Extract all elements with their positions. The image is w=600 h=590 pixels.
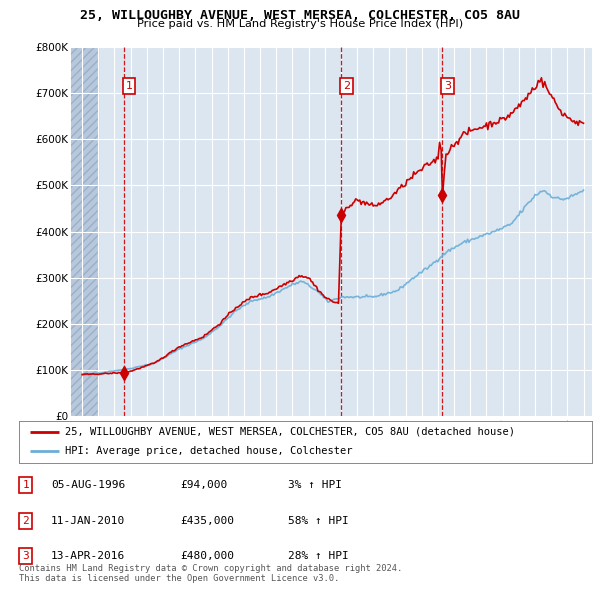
Text: 2: 2 xyxy=(343,81,350,91)
Text: 25, WILLOUGHBY AVENUE, WEST MERSEA, COLCHESTER, CO5 8AU (detached house): 25, WILLOUGHBY AVENUE, WEST MERSEA, COLC… xyxy=(65,427,515,437)
Text: 1: 1 xyxy=(125,81,133,91)
Text: 05-AUG-1996: 05-AUG-1996 xyxy=(51,480,125,490)
Text: HPI: Average price, detached house, Colchester: HPI: Average price, detached house, Colc… xyxy=(65,446,353,456)
Bar xyxy=(71,47,98,416)
Bar xyxy=(71,47,98,416)
Text: £480,000: £480,000 xyxy=(180,552,234,561)
Text: 58% ↑ HPI: 58% ↑ HPI xyxy=(288,516,349,526)
Text: 1: 1 xyxy=(22,480,29,490)
Text: 11-JAN-2010: 11-JAN-2010 xyxy=(51,516,125,526)
Text: Price paid vs. HM Land Registry's House Price Index (HPI): Price paid vs. HM Land Registry's House … xyxy=(137,19,463,30)
Text: 3% ↑ HPI: 3% ↑ HPI xyxy=(288,480,342,490)
Text: Contains HM Land Registry data © Crown copyright and database right 2024.
This d: Contains HM Land Registry data © Crown c… xyxy=(19,563,403,583)
Text: 25, WILLOUGHBY AVENUE, WEST MERSEA, COLCHESTER, CO5 8AU: 25, WILLOUGHBY AVENUE, WEST MERSEA, COLC… xyxy=(80,9,520,22)
Text: £435,000: £435,000 xyxy=(180,516,234,526)
Text: 13-APR-2016: 13-APR-2016 xyxy=(51,552,125,561)
Text: 3: 3 xyxy=(22,552,29,561)
Text: 2: 2 xyxy=(22,516,29,526)
Text: 28% ↑ HPI: 28% ↑ HPI xyxy=(288,552,349,561)
Text: 3: 3 xyxy=(444,81,451,91)
Text: £94,000: £94,000 xyxy=(180,480,227,490)
